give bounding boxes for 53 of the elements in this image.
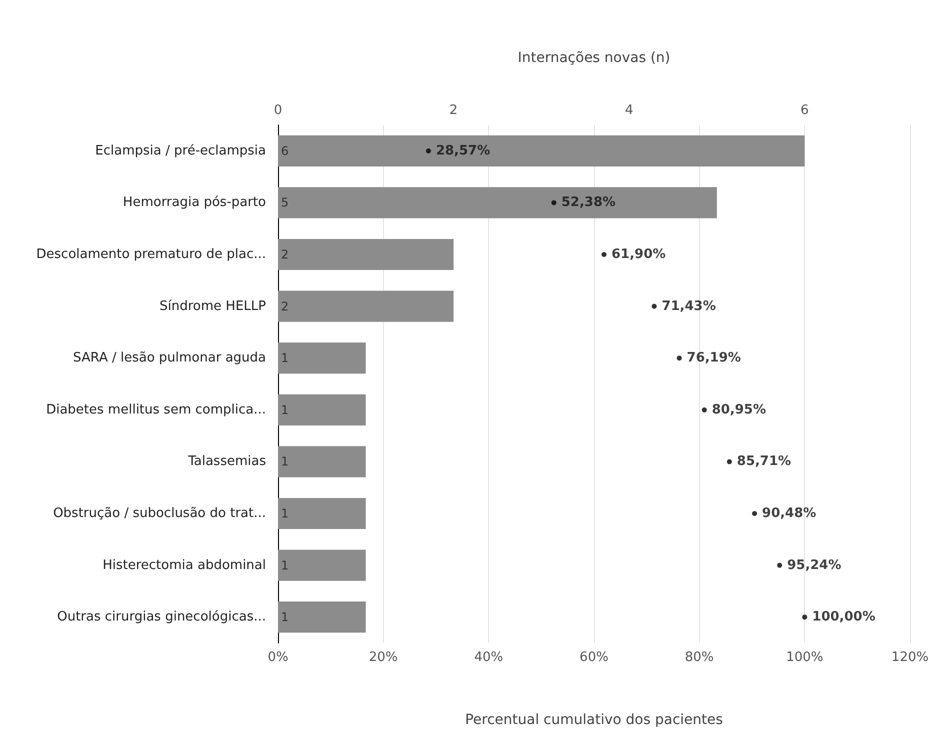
x2-tick-label: 4 <box>624 103 634 118</box>
data-label: 1 <box>281 610 289 624</box>
data-label: 71,43% <box>662 298 716 314</box>
x-axis-title: Percentual cumulativo dos pacientes <box>465 712 723 728</box>
data-label: 80,95% <box>712 402 766 418</box>
data-label: 52,38% <box>561 195 616 210</box>
x2-tick-label: 2 <box>449 103 458 118</box>
x-tick-label: 40% <box>474 650 504 665</box>
y-tick-label: SARA / lesão pulmonar aguda <box>73 350 266 366</box>
data-label: 85,71% <box>736 454 792 470</box>
point <box>752 511 758 516</box>
data-label: 1 <box>281 351 289 366</box>
x-tick-label: 80% <box>684 650 714 665</box>
data-label: 90,48% <box>762 506 816 521</box>
y-tick-label: Eclampsia / pré-eclampsia <box>95 143 266 158</box>
x-tick-label: 0% <box>268 650 288 665</box>
y-tick-label: Síndrome HELLP <box>160 298 266 314</box>
data-label: 95,24% <box>787 558 842 573</box>
data-label: 2 <box>281 299 289 314</box>
y-tick-label: Hemorragia pós-parto <box>122 195 266 210</box>
y-tick-label: Obstrução / suboclusão do trat... <box>53 506 266 521</box>
data-label: 2 <box>281 248 289 262</box>
data-label: 6 <box>281 144 289 158</box>
data-label: 1 <box>281 402 289 417</box>
point <box>602 252 607 257</box>
x2-tick-label: 0 <box>274 103 282 118</box>
x2-axis-title: Internações novas (n) <box>518 50 670 66</box>
x-tick-label: 120% <box>891 650 929 665</box>
y-tick-label: Talassemias <box>187 454 266 470</box>
point <box>702 407 707 412</box>
data-label: 1 <box>281 506 289 520</box>
point <box>551 200 556 206</box>
point <box>426 148 431 154</box>
point <box>652 304 657 309</box>
data-label: 61,90% <box>612 247 666 262</box>
point <box>802 614 808 620</box>
y-tick-label: Diabetes mellitus sem complica... <box>46 402 266 418</box>
x-tick-label: 60% <box>580 650 608 665</box>
y-tick-label: Descolamento prematuro de plac... <box>36 247 266 262</box>
data-label: 5 <box>281 196 289 210</box>
y-tick-label: Outras cirurgias ginecológicas... <box>57 610 266 625</box>
data-label: 76,19% <box>686 350 741 366</box>
data-label: 1 <box>281 558 289 572</box>
point <box>676 356 682 361</box>
point <box>726 459 732 464</box>
data-label: 100,00% <box>812 610 876 625</box>
x-tick-label: 20% <box>368 650 398 665</box>
point <box>777 562 782 568</box>
x-tick-label: 100% <box>786 650 824 665</box>
data-label: 28,57% <box>436 143 490 158</box>
x2-tick-label: 6 <box>800 103 809 118</box>
y-tick-label: Histerectomia abdominal <box>102 558 266 573</box>
data-label: 1 <box>281 454 289 469</box>
